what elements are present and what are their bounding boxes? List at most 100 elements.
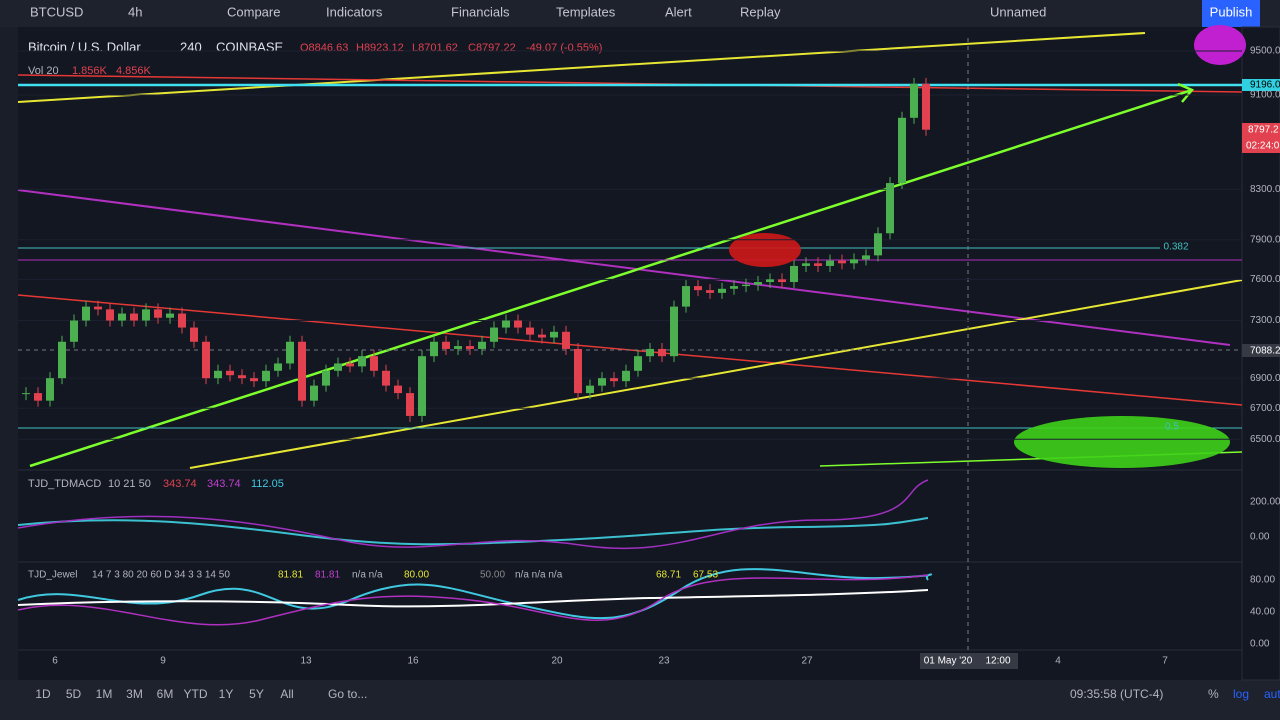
candle	[706, 290, 714, 293]
candle	[262, 370, 270, 382]
candle	[742, 284, 750, 287]
candle	[922, 83, 930, 130]
cursor-price: 7088.2	[1250, 346, 1280, 357]
candle	[454, 346, 462, 349]
price-axis-label: 9100.0	[1250, 90, 1280, 101]
range-button[interactable]: 6M	[157, 687, 174, 701]
publish-button[interactable]	[1202, 0, 1260, 27]
interval[interactable]: 4h	[128, 4, 142, 19]
compare[interactable]: Compare	[227, 4, 280, 19]
highlight-ellipse	[729, 233, 801, 267]
range-button[interactable]: 1D	[35, 687, 51, 701]
macd-axis-label: 200.00	[1250, 497, 1280, 508]
range-button[interactable]: All	[280, 687, 293, 701]
auto-toggle[interactable]: auto	[1264, 687, 1280, 701]
candle	[478, 341, 486, 349]
range-button[interactable]: 5Y	[249, 687, 264, 701]
date-axis-label: 12:00	[985, 656, 1010, 667]
replay[interactable]: Replay	[740, 4, 781, 19]
jewel-value: 81.81	[278, 570, 303, 581]
candle	[802, 263, 810, 266]
candle	[286, 341, 294, 364]
candle	[658, 348, 666, 357]
legend-name: Bitcoin / U.S. Dollar	[28, 39, 141, 54]
jewel-value: 50.00	[480, 570, 505, 581]
candle	[622, 370, 630, 382]
jewel-value: 81.81	[315, 570, 340, 581]
price-axis-label: 8300.0	[1250, 184, 1280, 195]
candle	[886, 183, 894, 234]
range-button[interactable]: 1M	[96, 687, 113, 701]
candle	[550, 331, 558, 338]
layout-name[interactable]: Unnamed	[990, 4, 1046, 19]
candle	[406, 393, 414, 416]
jewel-axis-label: 80.00	[1250, 575, 1275, 586]
jewel-value: 68.71	[656, 570, 681, 581]
level-price: 9196.0	[1250, 80, 1280, 91]
candle	[430, 341, 438, 357]
cursor-date-tag	[920, 653, 1018, 669]
price-tag	[1242, 123, 1280, 153]
alert[interactable]: Alert	[665, 4, 692, 19]
arrow-head	[1177, 82, 1195, 103]
legend-interval: 240	[180, 39, 202, 54]
candle	[394, 385, 402, 394]
fib-label: 0.5	[1165, 422, 1179, 433]
date-axis-label: 01 May '20	[924, 656, 973, 667]
macd-axis-label: 0.00	[1250, 532, 1270, 543]
last-price: 8797.2	[1248, 125, 1279, 136]
candle	[790, 265, 798, 283]
drawing-toolbar	[0, 27, 18, 680]
date-axis-label: 6	[52, 656, 58, 667]
candle	[910, 83, 918, 118]
log-toggle[interactable]: log	[1233, 687, 1249, 701]
candle	[382, 370, 390, 386]
candle	[754, 282, 762, 285]
candle	[586, 385, 594, 394]
trend-line	[17, 32, 1146, 103]
candle	[274, 363, 282, 371]
candle	[370, 356, 378, 371]
candle	[358, 356, 366, 367]
range-button[interactable]: 1Y	[219, 687, 234, 701]
candle	[514, 320, 522, 328]
trend-line	[17, 74, 1243, 93]
candle	[610, 378, 618, 382]
candle	[466, 346, 474, 349]
candle	[178, 313, 186, 328]
indicators[interactable]: Indicators	[326, 4, 383, 19]
go-to[interactable]: Go to...	[328, 687, 367, 701]
candle	[634, 356, 642, 371]
legend-high: H8923.12	[356, 42, 404, 54]
trend-line	[189, 279, 1243, 469]
candle	[238, 375, 246, 379]
candle	[346, 363, 354, 367]
candle	[142, 309, 150, 321]
candle	[490, 327, 498, 342]
volume-value: 1.856K	[72, 65, 108, 77]
range-button[interactable]: YTD	[184, 687, 208, 701]
publish[interactable]: Publish	[1210, 4, 1253, 19]
legend-exchange: COINBASE	[216, 39, 284, 54]
financials[interactable]: Financials	[451, 4, 510, 19]
price-axis-label: 7300.0	[1250, 315, 1280, 326]
candle	[670, 306, 678, 357]
candle	[166, 313, 174, 318]
candle	[646, 348, 654, 357]
candle	[442, 341, 450, 349]
candle	[154, 309, 162, 318]
range-button[interactable]: 3M	[126, 687, 143, 701]
range-button[interactable]: 5D	[66, 687, 82, 701]
symbol[interactable]: BTCUSD	[30, 4, 83, 19]
jewel-value: 67.53	[693, 570, 718, 581]
candle	[310, 385, 318, 401]
fib-label: 0.382	[1163, 242, 1188, 253]
date-axis-label: 20	[551, 656, 563, 667]
price-axis-label: 9500.0	[1250, 46, 1280, 57]
price-axis-label: 6900.0	[1250, 373, 1280, 384]
templates[interactable]: Templates	[556, 4, 616, 19]
price-tag	[1242, 344, 1280, 357]
percent-toggle[interactable]: %	[1208, 687, 1219, 701]
candle	[826, 260, 834, 266]
